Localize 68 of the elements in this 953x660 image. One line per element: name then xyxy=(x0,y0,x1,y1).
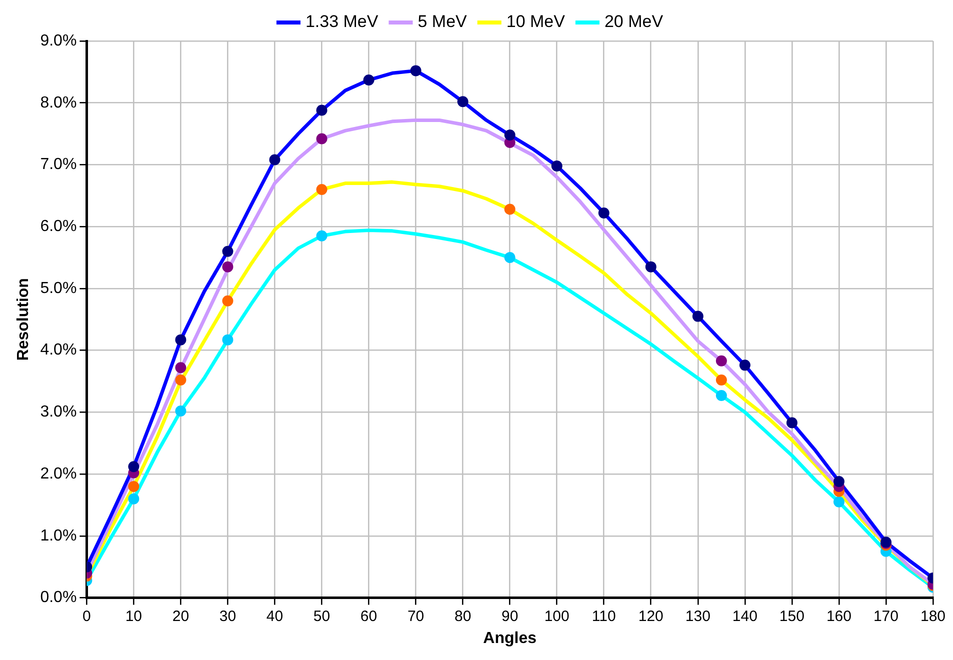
point xyxy=(128,480,140,492)
x-axis-title: Angles xyxy=(483,630,537,647)
x-tick-label: 20 xyxy=(172,608,190,625)
point xyxy=(833,496,844,508)
y-tick-label: 5.0% xyxy=(40,280,77,297)
legend-label: 20 MeV xyxy=(604,12,664,32)
point xyxy=(645,261,656,272)
x-tick-label: 60 xyxy=(360,608,378,625)
point xyxy=(316,184,328,195)
y-tick-label: 9.0% xyxy=(40,32,77,50)
point xyxy=(692,310,704,322)
point xyxy=(504,204,516,215)
point xyxy=(269,154,280,166)
x-tick-label: 120 xyxy=(638,608,664,625)
point xyxy=(363,74,374,86)
x-tick-label: 140 xyxy=(732,608,758,625)
y-tick-label: 7.0% xyxy=(40,156,77,174)
x-tick-label: 150 xyxy=(779,608,804,625)
x-tick-label: 90 xyxy=(501,608,518,625)
y-tick-label: 2.0% xyxy=(40,465,77,482)
x-tick-label: 160 xyxy=(826,608,852,625)
y-tick-label: 4.0% xyxy=(40,342,77,359)
x-tick-label: 50 xyxy=(313,608,330,625)
point xyxy=(716,390,727,401)
point xyxy=(504,252,516,264)
x-tick-label: 70 xyxy=(407,608,424,625)
point xyxy=(222,261,234,272)
y-tick-label: 8.0% xyxy=(40,94,77,112)
point xyxy=(128,461,140,472)
y-tick-label: 0.0% xyxy=(40,589,77,606)
x-tick-label: 80 xyxy=(454,608,472,625)
point xyxy=(316,104,328,116)
point xyxy=(175,334,186,346)
point xyxy=(175,374,186,386)
legend-label: 1.33 MeV xyxy=(305,12,379,32)
point xyxy=(222,295,234,306)
y-axis-title: Resolution xyxy=(15,278,32,361)
point xyxy=(222,334,234,346)
x-tick-label: 0 xyxy=(82,608,91,625)
x-tick-label: 180 xyxy=(920,608,946,625)
point xyxy=(175,405,186,416)
y-tick-label: 1.0% xyxy=(40,527,77,544)
point xyxy=(316,133,328,144)
point xyxy=(716,374,727,386)
point xyxy=(716,355,727,366)
point xyxy=(457,96,468,108)
y-tick-label: 6.0% xyxy=(40,218,77,236)
x-tick-label: 170 xyxy=(873,608,898,625)
point xyxy=(551,160,562,172)
point xyxy=(222,246,234,257)
point xyxy=(786,417,798,428)
point xyxy=(504,130,516,141)
point xyxy=(739,360,750,371)
point xyxy=(175,362,186,374)
point xyxy=(128,493,140,504)
point xyxy=(598,207,610,218)
point xyxy=(410,65,422,76)
x-tick-label: 30 xyxy=(219,608,236,625)
legend-label: 5 MeV xyxy=(418,12,468,32)
y-tick-label: 3.0% xyxy=(40,404,77,421)
x-tick-label: 100 xyxy=(544,608,570,625)
x-tick-label: 40 xyxy=(266,608,284,625)
x-tick-label: 130 xyxy=(685,608,710,625)
legend-label: 10 MeV xyxy=(506,12,566,32)
x-tick-label: 10 xyxy=(125,608,142,625)
point xyxy=(833,476,844,487)
point xyxy=(316,230,328,242)
x-tick-label: 110 xyxy=(592,608,616,625)
